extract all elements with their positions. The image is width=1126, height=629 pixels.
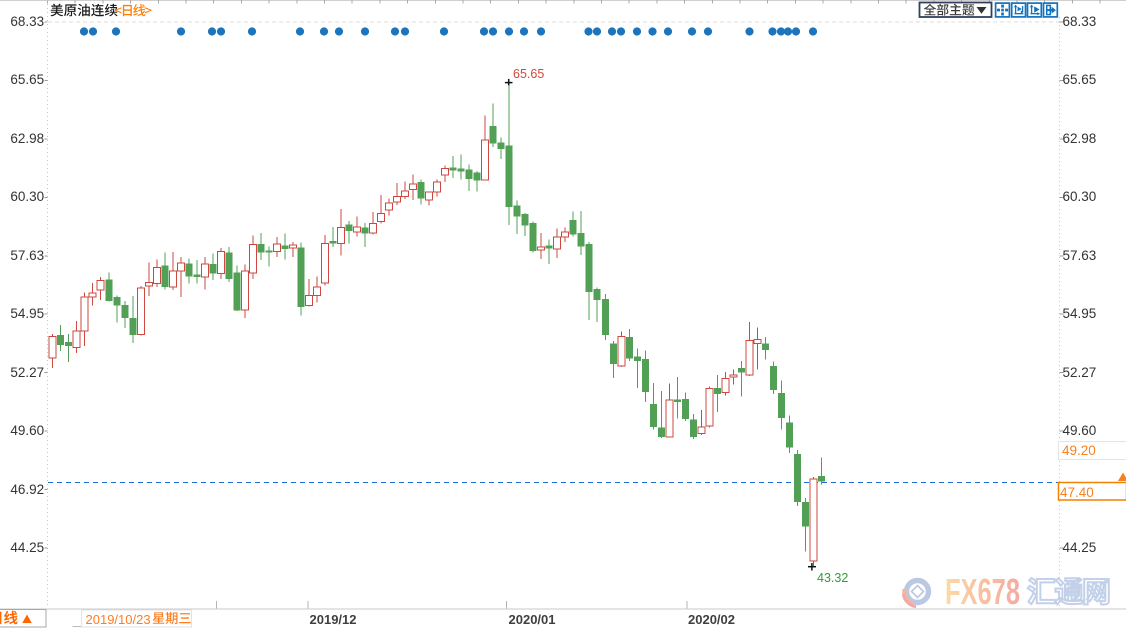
svg-text:FX678: FX678 — [945, 571, 1020, 612]
